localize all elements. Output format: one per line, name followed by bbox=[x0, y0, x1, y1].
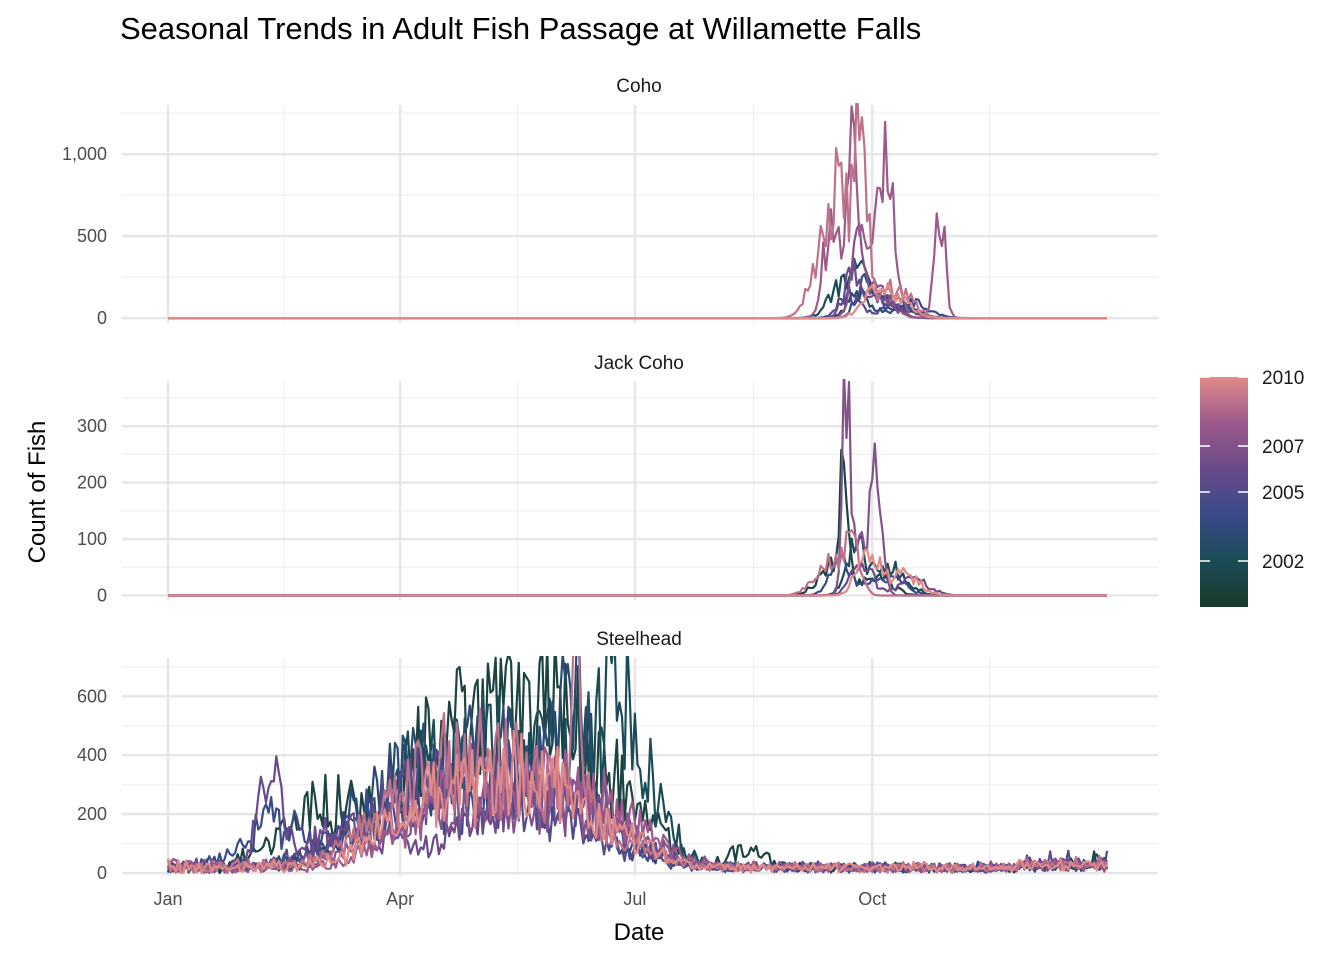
y-tick-label: 500 bbox=[77, 226, 107, 246]
x-axis-title: Date bbox=[614, 919, 665, 946]
series-line-2010 bbox=[168, 282, 1107, 320]
color-legend: 2002 2005 2007 2010 bbox=[1200, 368, 1304, 607]
chart-title: Seasonal Trends in Adult Fish Passage at… bbox=[120, 11, 921, 46]
series-line-2006 bbox=[168, 258, 1107, 320]
x-tick-label: Apr bbox=[386, 889, 414, 909]
series-line-2007 bbox=[168, 222, 1107, 320]
series-line-2005 bbox=[168, 284, 1107, 320]
y-tick-label: 200 bbox=[77, 804, 107, 824]
series-line-2002 bbox=[168, 257, 1107, 320]
panel-series bbox=[166, 656, 1109, 875]
x-tick-label: Oct bbox=[858, 889, 886, 909]
panel-series bbox=[168, 103, 1107, 320]
x-axis-ticks: Jan Apr Jul Oct bbox=[153, 889, 886, 909]
facet-panels: Coho 0 500 1,000 Jack Coho 0 100 200 300 Steelhea… bbox=[62, 76, 1158, 883]
legend-label: 2007 bbox=[1262, 437, 1304, 458]
y-tick-label: 1,000 bbox=[62, 144, 107, 164]
facet-panel-jack-coho: Jack Coho 0 100 200 300 bbox=[77, 353, 1158, 605]
y-tick-label: 400 bbox=[77, 745, 107, 765]
y-tick-label: 300 bbox=[77, 416, 107, 436]
x-tick-label: Jan bbox=[153, 889, 182, 909]
legend-label: 2002 bbox=[1262, 552, 1304, 573]
series-line-2002 bbox=[168, 534, 1107, 597]
facet-panel-steelhead: Steelhead 0 200 400 600 bbox=[77, 629, 1158, 883]
facet-panel-coho: Coho 0 500 1,000 bbox=[62, 76, 1158, 328]
series-line-2009 bbox=[168, 103, 1107, 320]
series-line-2010 bbox=[166, 729, 1108, 875]
y-tick-label: 0 bbox=[97, 585, 107, 605]
y-tick-label: 0 bbox=[97, 308, 107, 328]
x-tick-label: Jul bbox=[623, 889, 646, 909]
facet-strip-label: Jack Coho bbox=[594, 353, 684, 374]
y-tick-label: 100 bbox=[77, 529, 107, 549]
panel-series bbox=[168, 379, 1107, 597]
y-tick-label: 200 bbox=[77, 473, 107, 493]
facet-strip-label: Coho bbox=[616, 76, 661, 97]
y-axis-title: Count of Fish bbox=[24, 421, 51, 564]
series-line-2004 bbox=[168, 272, 1107, 320]
legend-label: 2005 bbox=[1262, 483, 1304, 504]
series-line-2003 bbox=[168, 287, 1107, 320]
series-line-2008 bbox=[168, 105, 1107, 320]
y-tick-label: 0 bbox=[97, 863, 107, 883]
facet-strip-label: Steelhead bbox=[596, 629, 682, 650]
series-line-2004 bbox=[168, 552, 1107, 597]
y-tick-label: 600 bbox=[77, 686, 107, 706]
legend-label: 2010 bbox=[1262, 368, 1304, 389]
series-line-2010 bbox=[168, 548, 1107, 597]
series-line-2001 bbox=[168, 448, 1107, 597]
